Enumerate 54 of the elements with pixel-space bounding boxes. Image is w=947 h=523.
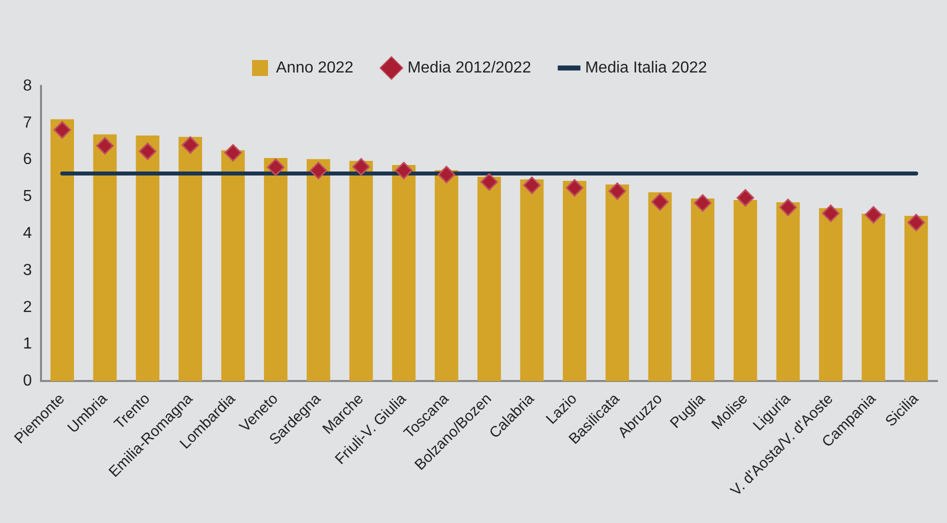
point xyxy=(182,136,200,154)
point xyxy=(907,214,925,232)
point xyxy=(694,194,712,212)
point xyxy=(395,162,413,180)
bar xyxy=(819,208,843,382)
bar xyxy=(178,136,202,382)
y-tick-label: 7 xyxy=(22,114,32,132)
bar xyxy=(136,135,160,382)
point xyxy=(352,158,370,176)
point xyxy=(608,182,626,200)
y-tick-label: 2 xyxy=(22,298,32,316)
y-tick-label: 6 xyxy=(22,151,32,168)
bar xyxy=(349,160,373,382)
point xyxy=(822,204,840,222)
bar xyxy=(776,202,800,382)
point xyxy=(480,173,498,191)
bar xyxy=(93,134,117,382)
y-tick-label: 3 xyxy=(22,262,32,279)
bar xyxy=(648,192,672,382)
legend-label: Anno 2022 xyxy=(276,59,354,76)
point xyxy=(138,142,156,160)
legend-label: Media Italia 2022 xyxy=(585,59,708,76)
point xyxy=(651,193,669,211)
y-tick-label: 0 xyxy=(22,372,32,390)
point xyxy=(438,166,456,184)
point xyxy=(224,144,242,162)
y-tick-label: 8 xyxy=(22,77,32,94)
bar xyxy=(221,150,245,382)
point xyxy=(736,189,754,207)
bar xyxy=(734,200,758,382)
bar xyxy=(690,198,714,382)
bar xyxy=(434,170,458,382)
legend-label: Media 2012/2022 xyxy=(407,59,532,76)
point xyxy=(96,137,114,155)
y-tick-label: 4 xyxy=(22,225,32,242)
bar xyxy=(562,180,586,382)
y-tick-label: 1 xyxy=(22,336,32,353)
bar xyxy=(264,158,288,382)
bar xyxy=(50,119,74,382)
bar xyxy=(904,216,928,382)
bar xyxy=(606,184,630,382)
bar xyxy=(520,179,544,382)
bar xyxy=(306,159,330,382)
bar xyxy=(862,214,886,382)
point xyxy=(523,176,541,194)
point xyxy=(266,158,284,176)
point xyxy=(310,162,328,180)
point xyxy=(53,121,71,139)
bar xyxy=(477,176,501,382)
point xyxy=(566,179,584,197)
bar xyxy=(392,164,416,382)
point xyxy=(864,206,882,224)
y-tick-label: 5 xyxy=(22,188,32,206)
point xyxy=(779,198,797,216)
